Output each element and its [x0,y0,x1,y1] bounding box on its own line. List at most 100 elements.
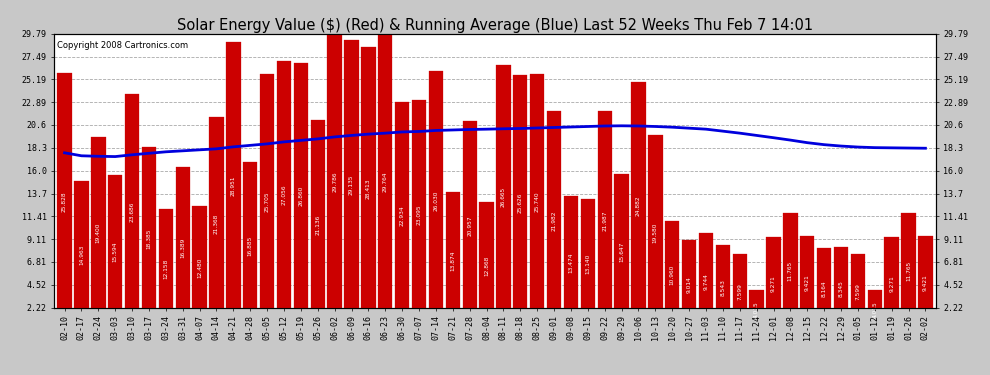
Text: 9.421: 9.421 [923,274,928,291]
Text: 13.474: 13.474 [568,252,573,273]
Text: 9.014: 9.014 [687,276,692,293]
Text: 29.764: 29.764 [383,171,388,192]
Text: 21.368: 21.368 [214,213,219,234]
Text: 24.882: 24.882 [636,196,641,216]
Bar [462,122,477,330]
Text: 13.874: 13.874 [450,251,455,271]
Text: 25.705: 25.705 [264,192,269,212]
Text: 4.015: 4.015 [754,301,759,318]
Text: 23.686: 23.686 [130,202,135,222]
Bar [378,34,392,330]
Text: 21.982: 21.982 [551,210,556,231]
Text: 9.271: 9.271 [771,275,776,292]
Text: 14.963: 14.963 [79,245,84,266]
Text: 23.095: 23.095 [417,205,422,225]
Title: Solar Energy Value ($) (Red) & Running Average (Blue) Last 52 Weeks Thu Feb 7 14: Solar Energy Value ($) (Red) & Running A… [177,18,813,33]
Text: 20.957: 20.957 [467,215,472,236]
Bar [209,117,224,330]
Bar [581,199,595,330]
Bar [260,74,274,330]
Text: 15.594: 15.594 [113,242,118,262]
Bar [192,206,207,330]
Text: 9.744: 9.744 [704,273,709,290]
Text: 12.868: 12.868 [484,255,489,276]
Bar [57,73,71,330]
Bar [699,233,713,330]
Bar [632,82,645,330]
Text: 29.135: 29.135 [349,175,354,195]
Bar [598,111,612,330]
Text: 19.400: 19.400 [96,223,101,243]
Text: Copyright 2008 Cartronics.com: Copyright 2008 Cartronics.com [57,40,188,50]
Text: 11.765: 11.765 [906,261,911,281]
Bar [901,213,916,330]
Text: 8.345: 8.345 [839,280,843,297]
Text: 25.626: 25.626 [518,192,523,213]
Bar [91,137,106,330]
Text: 10.960: 10.960 [669,265,675,285]
Bar [311,120,325,330]
Bar [496,65,511,330]
Bar [226,42,241,330]
Text: 26.665: 26.665 [501,187,506,207]
Bar [850,254,865,330]
Bar [158,209,173,330]
Bar [749,290,764,330]
Text: 7.599: 7.599 [738,284,742,300]
Bar [648,135,662,330]
Text: 15.647: 15.647 [619,242,624,262]
Bar [563,196,578,330]
Bar [513,75,528,330]
Bar [665,221,679,330]
Text: 7.599: 7.599 [855,284,860,300]
Bar [361,47,375,330]
Text: 8.164: 8.164 [822,281,827,297]
Bar [716,245,730,330]
Bar [834,247,848,330]
Text: 25.828: 25.828 [62,191,67,211]
Text: 8.543: 8.543 [721,279,726,296]
Bar [244,162,257,330]
Text: 13.140: 13.140 [585,254,590,274]
Bar [733,254,746,330]
Bar [682,240,696,330]
Bar [412,100,427,330]
Text: 28.413: 28.413 [366,178,371,199]
Bar [294,63,308,330]
Text: 21.136: 21.136 [315,214,321,235]
Bar [884,237,899,330]
Text: 22.934: 22.934 [400,206,405,226]
Bar [108,175,123,330]
Text: 19.580: 19.580 [652,222,657,243]
Text: 16.885: 16.885 [248,236,252,256]
Bar [867,290,882,330]
Text: 11.765: 11.765 [788,261,793,281]
Text: 28.951: 28.951 [231,176,236,196]
Bar [479,202,494,330]
Bar [277,61,291,330]
Text: 29.786: 29.786 [333,171,338,192]
Text: 9.421: 9.421 [805,274,810,291]
Bar [530,74,544,330]
Text: 18.385: 18.385 [147,228,151,249]
Text: 27.056: 27.056 [281,185,286,206]
Bar [817,249,832,330]
Text: 26.030: 26.030 [434,190,439,211]
Bar [142,147,156,330]
Bar [345,40,358,330]
Bar [919,236,933,330]
Text: 4.015: 4.015 [872,301,877,318]
Text: 25.740: 25.740 [535,192,540,212]
Text: 12.480: 12.480 [197,257,202,278]
Text: 26.860: 26.860 [298,186,303,206]
Bar [446,192,460,330]
Bar [395,102,409,330]
Bar [783,213,798,330]
Bar [429,71,444,330]
Text: 16.389: 16.389 [180,238,185,258]
Bar [74,181,89,330]
Bar [175,167,190,330]
Bar [546,111,561,330]
Text: 12.158: 12.158 [163,259,168,279]
Text: 21.987: 21.987 [602,210,607,231]
